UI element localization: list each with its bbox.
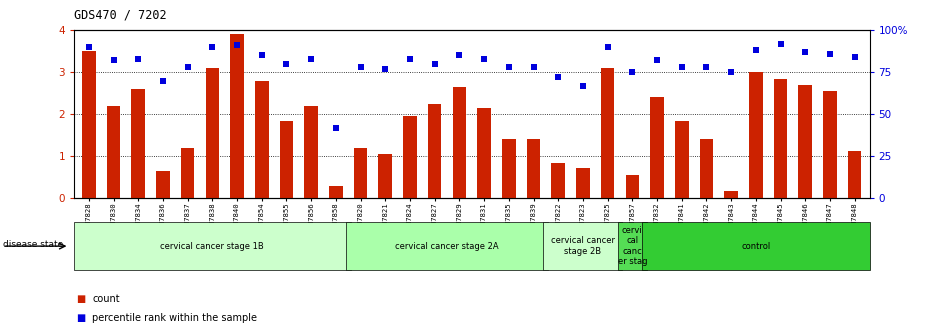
Bar xyxy=(353,148,367,198)
Bar xyxy=(304,106,318,198)
Bar xyxy=(625,175,639,198)
Bar xyxy=(106,106,120,198)
Bar xyxy=(823,91,837,198)
Bar xyxy=(798,85,812,198)
Point xyxy=(452,53,467,58)
Point xyxy=(155,78,170,83)
Point xyxy=(106,58,121,63)
Bar xyxy=(403,116,417,198)
Point xyxy=(279,61,294,67)
Bar xyxy=(346,222,549,270)
Bar xyxy=(601,68,614,198)
Bar xyxy=(848,151,861,198)
Point xyxy=(476,56,491,61)
Text: disease state: disease state xyxy=(3,240,63,249)
Point xyxy=(353,65,368,70)
Point xyxy=(600,44,615,50)
Point xyxy=(402,56,417,61)
Point xyxy=(674,65,689,70)
Point xyxy=(328,125,343,130)
Bar xyxy=(642,222,869,270)
Point xyxy=(526,65,541,70)
Point xyxy=(550,75,565,80)
Point xyxy=(180,65,195,70)
Bar xyxy=(131,89,145,198)
Text: cervical cancer stage 2A: cervical cancer stage 2A xyxy=(395,242,499,251)
Point xyxy=(130,56,145,61)
Bar xyxy=(650,97,664,198)
Point xyxy=(229,43,244,48)
Point xyxy=(501,65,516,70)
Bar xyxy=(279,121,293,198)
Bar xyxy=(329,186,342,198)
Bar xyxy=(749,72,762,198)
Point xyxy=(773,41,788,46)
Point xyxy=(699,65,714,70)
Bar xyxy=(551,163,565,198)
Bar xyxy=(378,154,392,198)
Bar xyxy=(205,68,219,198)
Bar xyxy=(156,171,169,198)
Text: cervical cancer stage 1B: cervical cancer stage 1B xyxy=(160,242,265,251)
Bar xyxy=(181,148,194,198)
Text: control: control xyxy=(741,242,771,251)
Point xyxy=(81,44,96,50)
Bar xyxy=(255,81,268,198)
Point xyxy=(822,51,837,56)
Point xyxy=(303,56,318,61)
Text: percentile rank within the sample: percentile rank within the sample xyxy=(92,313,257,323)
Text: count: count xyxy=(92,294,120,304)
Text: cervi
cal
canc
er stag: cervi cal canc er stag xyxy=(618,226,648,266)
Bar xyxy=(502,139,515,198)
Point xyxy=(649,58,664,63)
Text: ■: ■ xyxy=(76,313,85,323)
Point xyxy=(625,70,640,75)
Bar xyxy=(576,168,590,198)
Point xyxy=(205,44,220,50)
Bar xyxy=(428,104,441,198)
Bar xyxy=(230,35,244,198)
Point xyxy=(254,53,269,58)
Point xyxy=(575,83,590,88)
Bar xyxy=(526,139,540,198)
Text: GDS470 / 7202: GDS470 / 7202 xyxy=(74,8,166,22)
Text: cervical cancer
stage 2B: cervical cancer stage 2B xyxy=(551,237,615,256)
Bar xyxy=(477,108,491,198)
Bar xyxy=(699,139,713,198)
Bar xyxy=(543,222,623,270)
Text: ■: ■ xyxy=(76,294,85,304)
Bar xyxy=(675,121,688,198)
Bar xyxy=(74,222,351,270)
Point xyxy=(723,70,738,75)
Point xyxy=(798,49,813,55)
Point xyxy=(378,66,393,72)
Point xyxy=(847,54,862,60)
Bar xyxy=(724,191,738,198)
Bar xyxy=(618,222,648,270)
Point xyxy=(748,48,763,53)
Point xyxy=(427,61,442,67)
Bar xyxy=(452,87,466,198)
Bar xyxy=(82,51,95,198)
Bar xyxy=(774,79,787,198)
